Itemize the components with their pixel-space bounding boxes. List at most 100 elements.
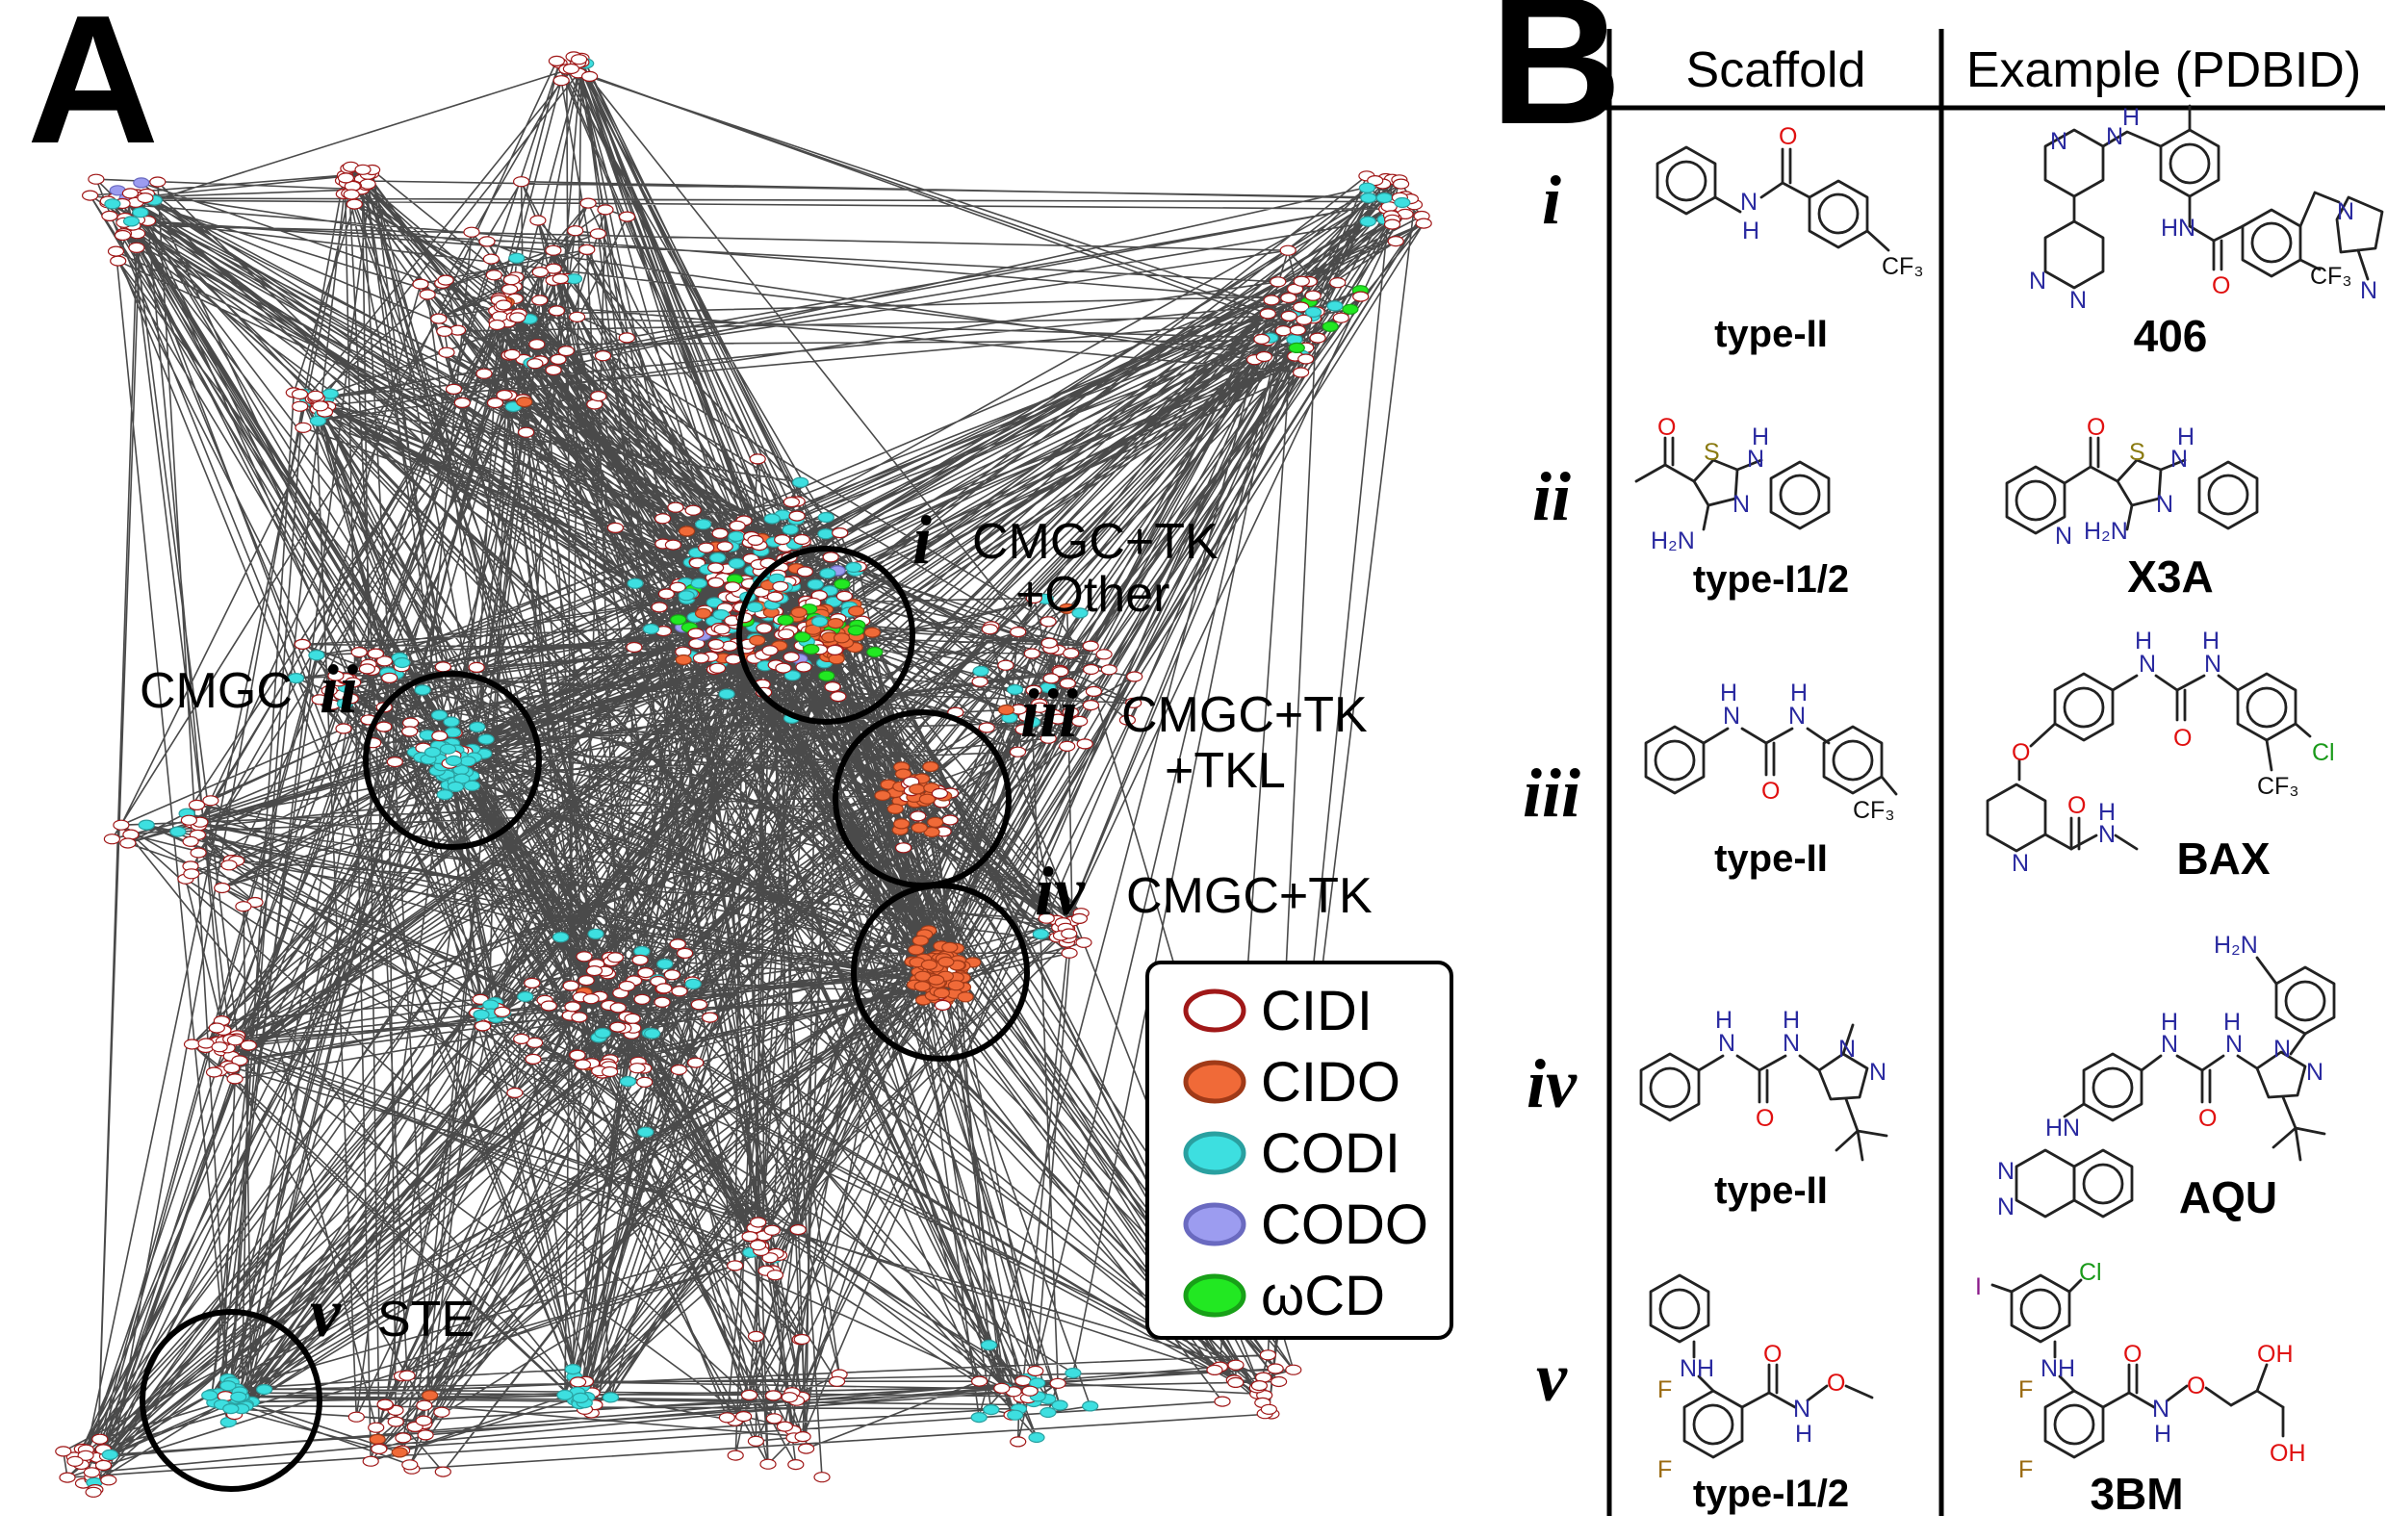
network-node — [568, 311, 586, 322]
network-node — [223, 1062, 241, 1074]
network-node — [626, 641, 643, 654]
network-node — [1358, 182, 1376, 193]
network-node — [1285, 1364, 1302, 1375]
network-node — [793, 1333, 810, 1346]
network-node — [222, 1402, 240, 1415]
network-node — [805, 624, 822, 635]
network-node — [1040, 616, 1057, 628]
atom-n: N — [1732, 491, 1750, 518]
network-node — [947, 980, 965, 991]
network-node — [933, 988, 951, 999]
network-node — [706, 597, 723, 608]
network-node — [517, 426, 535, 438]
network-node — [749, 634, 766, 646]
network-node — [149, 176, 167, 188]
network-node — [1021, 1385, 1039, 1397]
cluster-numeral-i: i — [912, 501, 932, 578]
atom-hn: HN — [2161, 215, 2195, 242]
atom-f: F — [2018, 1376, 2033, 1403]
network-node — [971, 676, 988, 687]
network-node — [208, 1022, 225, 1034]
network-node — [819, 568, 836, 579]
network-node — [516, 397, 533, 408]
panel-label-a: A — [27, 0, 159, 182]
network-node — [763, 1224, 781, 1236]
network-node — [295, 422, 312, 433]
network-node — [817, 511, 834, 524]
cluster-circle-v — [140, 1309, 322, 1492]
network-node — [692, 653, 710, 664]
network-node — [578, 244, 596, 255]
atom-h: H — [2161, 1009, 2178, 1036]
scaffold-structure-v: NH O N H O F F — [1649, 1273, 1874, 1483]
network-node — [345, 677, 362, 688]
network-node — [629, 1063, 646, 1074]
network-node — [824, 680, 841, 693]
network-node — [367, 648, 384, 659]
network-node — [644, 1028, 661, 1040]
network-node — [214, 882, 231, 894]
atom-n: N — [2161, 1031, 2178, 1058]
cluster-numeral-iii: iii — [1020, 675, 1078, 752]
network-node — [419, 289, 436, 300]
network-node — [486, 398, 504, 409]
network-node — [564, 1363, 581, 1375]
network-node — [618, 332, 635, 344]
atom-n: N — [2139, 651, 2156, 678]
network-node — [654, 513, 672, 525]
network-node — [1040, 637, 1058, 649]
network-node — [1359, 216, 1376, 227]
pdb-id-i: 406 — [2134, 311, 2208, 361]
network-node — [169, 826, 187, 837]
network-node — [633, 945, 651, 958]
network-node — [1329, 277, 1347, 289]
cluster-label-i: CMGC+TK — [972, 514, 1219, 570]
network-node — [294, 638, 311, 651]
pdb-id-iii: BAX — [2176, 834, 2270, 884]
network-node — [103, 834, 121, 845]
network-node — [376, 1399, 394, 1410]
network-node — [913, 981, 931, 992]
network-node — [453, 397, 471, 408]
legend-swatch-0 — [1183, 988, 1246, 1033]
network-node — [747, 1435, 765, 1447]
network-node — [667, 501, 684, 513]
network-node — [718, 688, 735, 700]
atom-o: O — [2012, 739, 2030, 766]
network-node — [387, 1416, 404, 1427]
network-node — [1270, 276, 1287, 288]
atom-o: O — [2087, 414, 2105, 441]
network-node — [656, 958, 674, 970]
network-node — [918, 793, 937, 805]
network-node — [459, 756, 476, 767]
network-node — [463, 226, 480, 238]
network-node — [928, 974, 945, 986]
network-node — [759, 1458, 777, 1470]
network-node — [485, 270, 502, 281]
network-node — [220, 860, 238, 871]
atom-n: N — [1997, 1158, 2015, 1185]
network-node — [783, 670, 802, 681]
network-node — [500, 284, 519, 295]
network-node — [1293, 275, 1310, 287]
network-node — [749, 453, 766, 465]
network-node — [180, 814, 197, 826]
network-node — [712, 608, 730, 621]
network-node — [1007, 1409, 1024, 1421]
network-node — [892, 818, 911, 830]
network-node — [970, 1411, 988, 1424]
network-node — [1023, 648, 1040, 659]
network-node — [664, 539, 682, 551]
atom-n: N — [1783, 1030, 1800, 1057]
network-node — [1292, 367, 1310, 378]
network-node — [1062, 706, 1079, 718]
network-node — [1253, 333, 1270, 345]
network-node — [657, 588, 676, 600]
network-node — [957, 991, 974, 1003]
network-node — [230, 1391, 247, 1402]
network-node — [934, 999, 952, 1012]
network-node — [401, 1459, 419, 1471]
cluster-label-v: STE — [377, 1292, 475, 1348]
network-node — [721, 640, 738, 652]
network-node — [475, 368, 493, 379]
